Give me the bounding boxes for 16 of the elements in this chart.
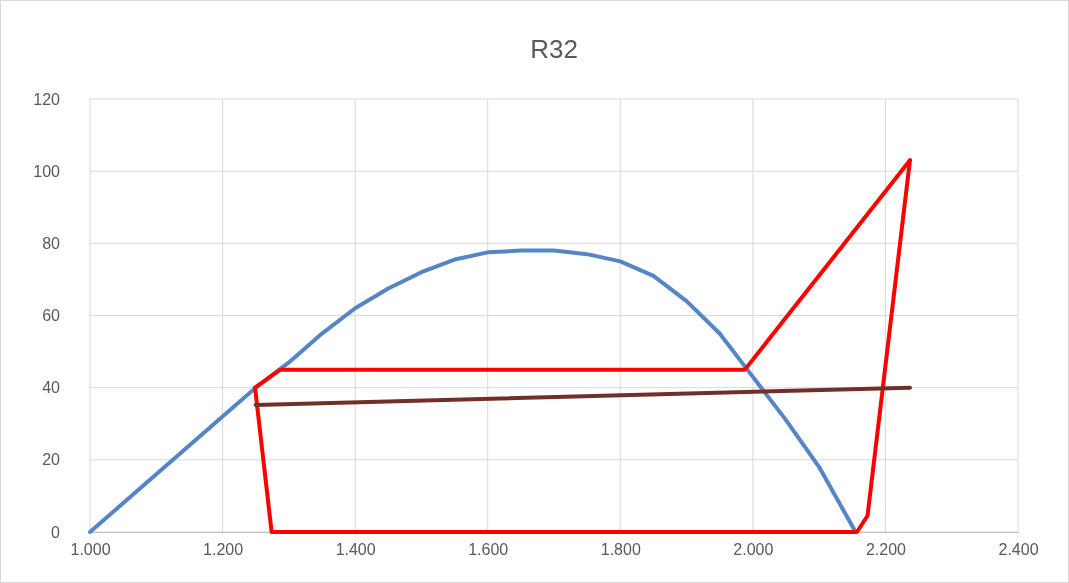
x-tick-label: 1.200 <box>203 541 244 559</box>
y-tick-label: 40 <box>42 379 61 397</box>
y-tick-label: 120 <box>33 90 61 108</box>
y-tick-label: 100 <box>33 162 61 180</box>
x-tick-label: 1.000 <box>70 541 111 559</box>
x-tick-label: 2.200 <box>865 541 907 559</box>
x-tick-label: 1.800 <box>600 541 641 559</box>
y-tick-label: 20 <box>42 451 61 469</box>
y-tick-label: 0 <box>51 523 61 541</box>
x-tick-label: 1.400 <box>335 541 376 559</box>
x-tick-label: 2.000 <box>733 541 774 559</box>
chart-title: R32 <box>530 34 578 64</box>
x-tick-label: 1.600 <box>468 541 509 559</box>
y-tick-label: 60 <box>42 307 61 325</box>
x-tick-label: 2.400 <box>998 541 1039 559</box>
y-tick-label: 80 <box>42 234 61 252</box>
